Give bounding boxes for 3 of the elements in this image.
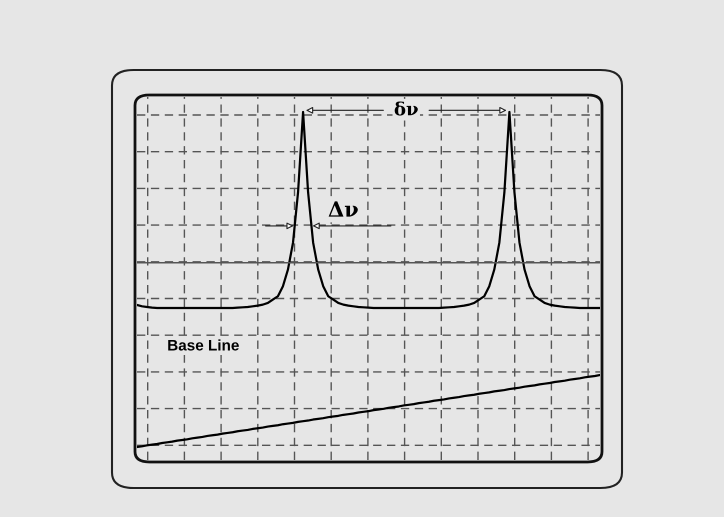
annotation: Base Line <box>168 339 239 351</box>
annotation: δν <box>394 101 418 116</box>
annotation: Δν <box>328 201 358 217</box>
